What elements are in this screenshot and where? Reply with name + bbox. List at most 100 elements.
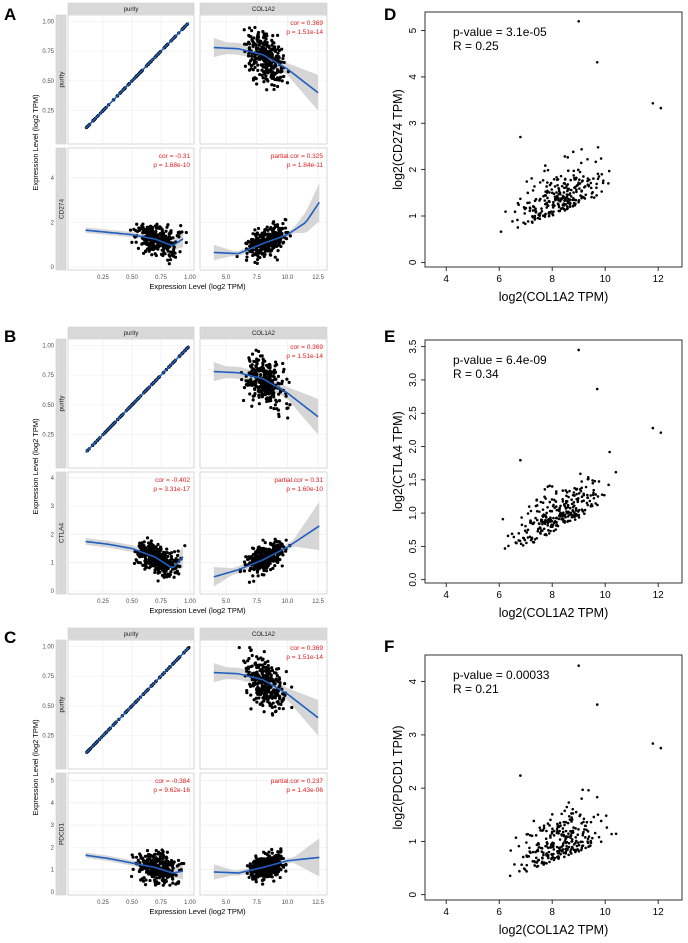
- data-point: [260, 553, 264, 557]
- data-point: [254, 384, 258, 388]
- data-point: [537, 846, 541, 849]
- data-point: [589, 186, 593, 190]
- data-point: [165, 225, 169, 229]
- purity-vs-col1a2-series: [213, 348, 319, 435]
- data-point: [544, 164, 547, 167]
- data-point: [570, 838, 574, 841]
- data-point: [247, 557, 251, 561]
- data-point: [266, 866, 270, 870]
- data-point: [271, 550, 275, 554]
- data-point: [262, 367, 266, 371]
- data-point: [248, 862, 252, 866]
- data-point: [563, 198, 567, 201]
- data-point: [174, 557, 178, 561]
- data-point: [587, 835, 591, 838]
- data-point: [608, 450, 611, 454]
- data-point: [539, 532, 542, 535]
- data-point: [148, 861, 152, 865]
- data-point: [177, 880, 181, 884]
- data-point: [265, 63, 269, 67]
- data-point: [256, 389, 260, 393]
- data-point: [134, 228, 138, 233]
- data-point: [255, 377, 259, 381]
- data-point: [259, 378, 263, 382]
- y-tick-label: 4: [51, 801, 55, 807]
- data-point: [272, 407, 276, 411]
- data-point: [264, 550, 268, 554]
- data-point: [553, 506, 556, 510]
- data-point: [566, 505, 570, 509]
- data-point: [551, 213, 555, 217]
- data-point: [134, 855, 139, 859]
- data-point: [614, 470, 618, 474]
- data-point: [560, 812, 564, 816]
- data-point: [137, 228, 141, 233]
- data-point: [659, 746, 663, 750]
- data-point: [166, 245, 170, 249]
- data-point: [272, 87, 276, 92]
- data-point: [143, 556, 148, 561]
- strip-col1a2-label: COL1A2: [252, 632, 276, 638]
- x-tick-label: 0.50: [126, 275, 138, 281]
- data-point: [543, 495, 546, 499]
- data-point: [250, 404, 254, 408]
- data-point: [276, 408, 281, 412]
- data-point: [252, 565, 256, 569]
- data-point: [530, 220, 534, 224]
- data-point: [595, 703, 599, 706]
- data-point: [557, 509, 561, 513]
- data-point: [569, 848, 573, 851]
- annotation-cor: cor = 0.369: [290, 344, 323, 351]
- data-point: [154, 229, 158, 234]
- data-point: [184, 230, 188, 235]
- data-point: [245, 864, 250, 868]
- data-point: [508, 874, 512, 878]
- data-point: [588, 499, 592, 503]
- data-point: [183, 544, 187, 548]
- data-point: [549, 846, 553, 849]
- data-point: [143, 546, 147, 550]
- data-point: [543, 488, 547, 491]
- data-point: [563, 855, 566, 859]
- data-point: [272, 879, 276, 883]
- data-point: [553, 498, 556, 502]
- data-point: [566, 156, 570, 159]
- row-strip: [55, 147, 67, 271]
- data-point: [170, 875, 174, 880]
- y-tick-label: 2: [408, 785, 419, 791]
- data-point: [260, 681, 264, 685]
- data-point: [148, 244, 153, 248]
- data-point: [265, 50, 269, 54]
- data-point: [251, 877, 255, 881]
- x-tick-label: 10: [600, 907, 612, 918]
- data-point: [272, 226, 277, 230]
- data-point: [287, 380, 291, 385]
- data-point: [531, 540, 535, 544]
- data-point: [277, 45, 281, 49]
- data-point: [526, 201, 529, 205]
- data-point: [170, 869, 174, 873]
- data-point: [651, 742, 655, 745]
- data-point: [253, 65, 257, 70]
- data-point: [151, 860, 155, 865]
- data-point: [261, 359, 266, 363]
- data-point: [510, 532, 514, 536]
- data-point: [548, 860, 551, 864]
- x-tick-label: 1.00: [184, 599, 196, 605]
- data-point: [601, 181, 605, 185]
- x-axis-label: log2(COL1A2 TPM): [499, 606, 609, 620]
- data-point: [559, 504, 562, 508]
- data-point: [254, 854, 258, 858]
- data-point: [243, 64, 248, 68]
- data-point: [149, 551, 153, 555]
- data-point: [525, 833, 529, 836]
- data-point: [561, 497, 564, 501]
- data-point: [143, 883, 148, 887]
- p-value-label: p-value = 6.4e-09: [453, 353, 547, 367]
- data-point: [170, 557, 174, 561]
- data-point: [254, 859, 258, 864]
- data-point: [175, 234, 179, 238]
- data-point: [549, 836, 552, 839]
- data-point: [575, 492, 578, 496]
- x-tick-label: 0.25: [97, 275, 109, 281]
